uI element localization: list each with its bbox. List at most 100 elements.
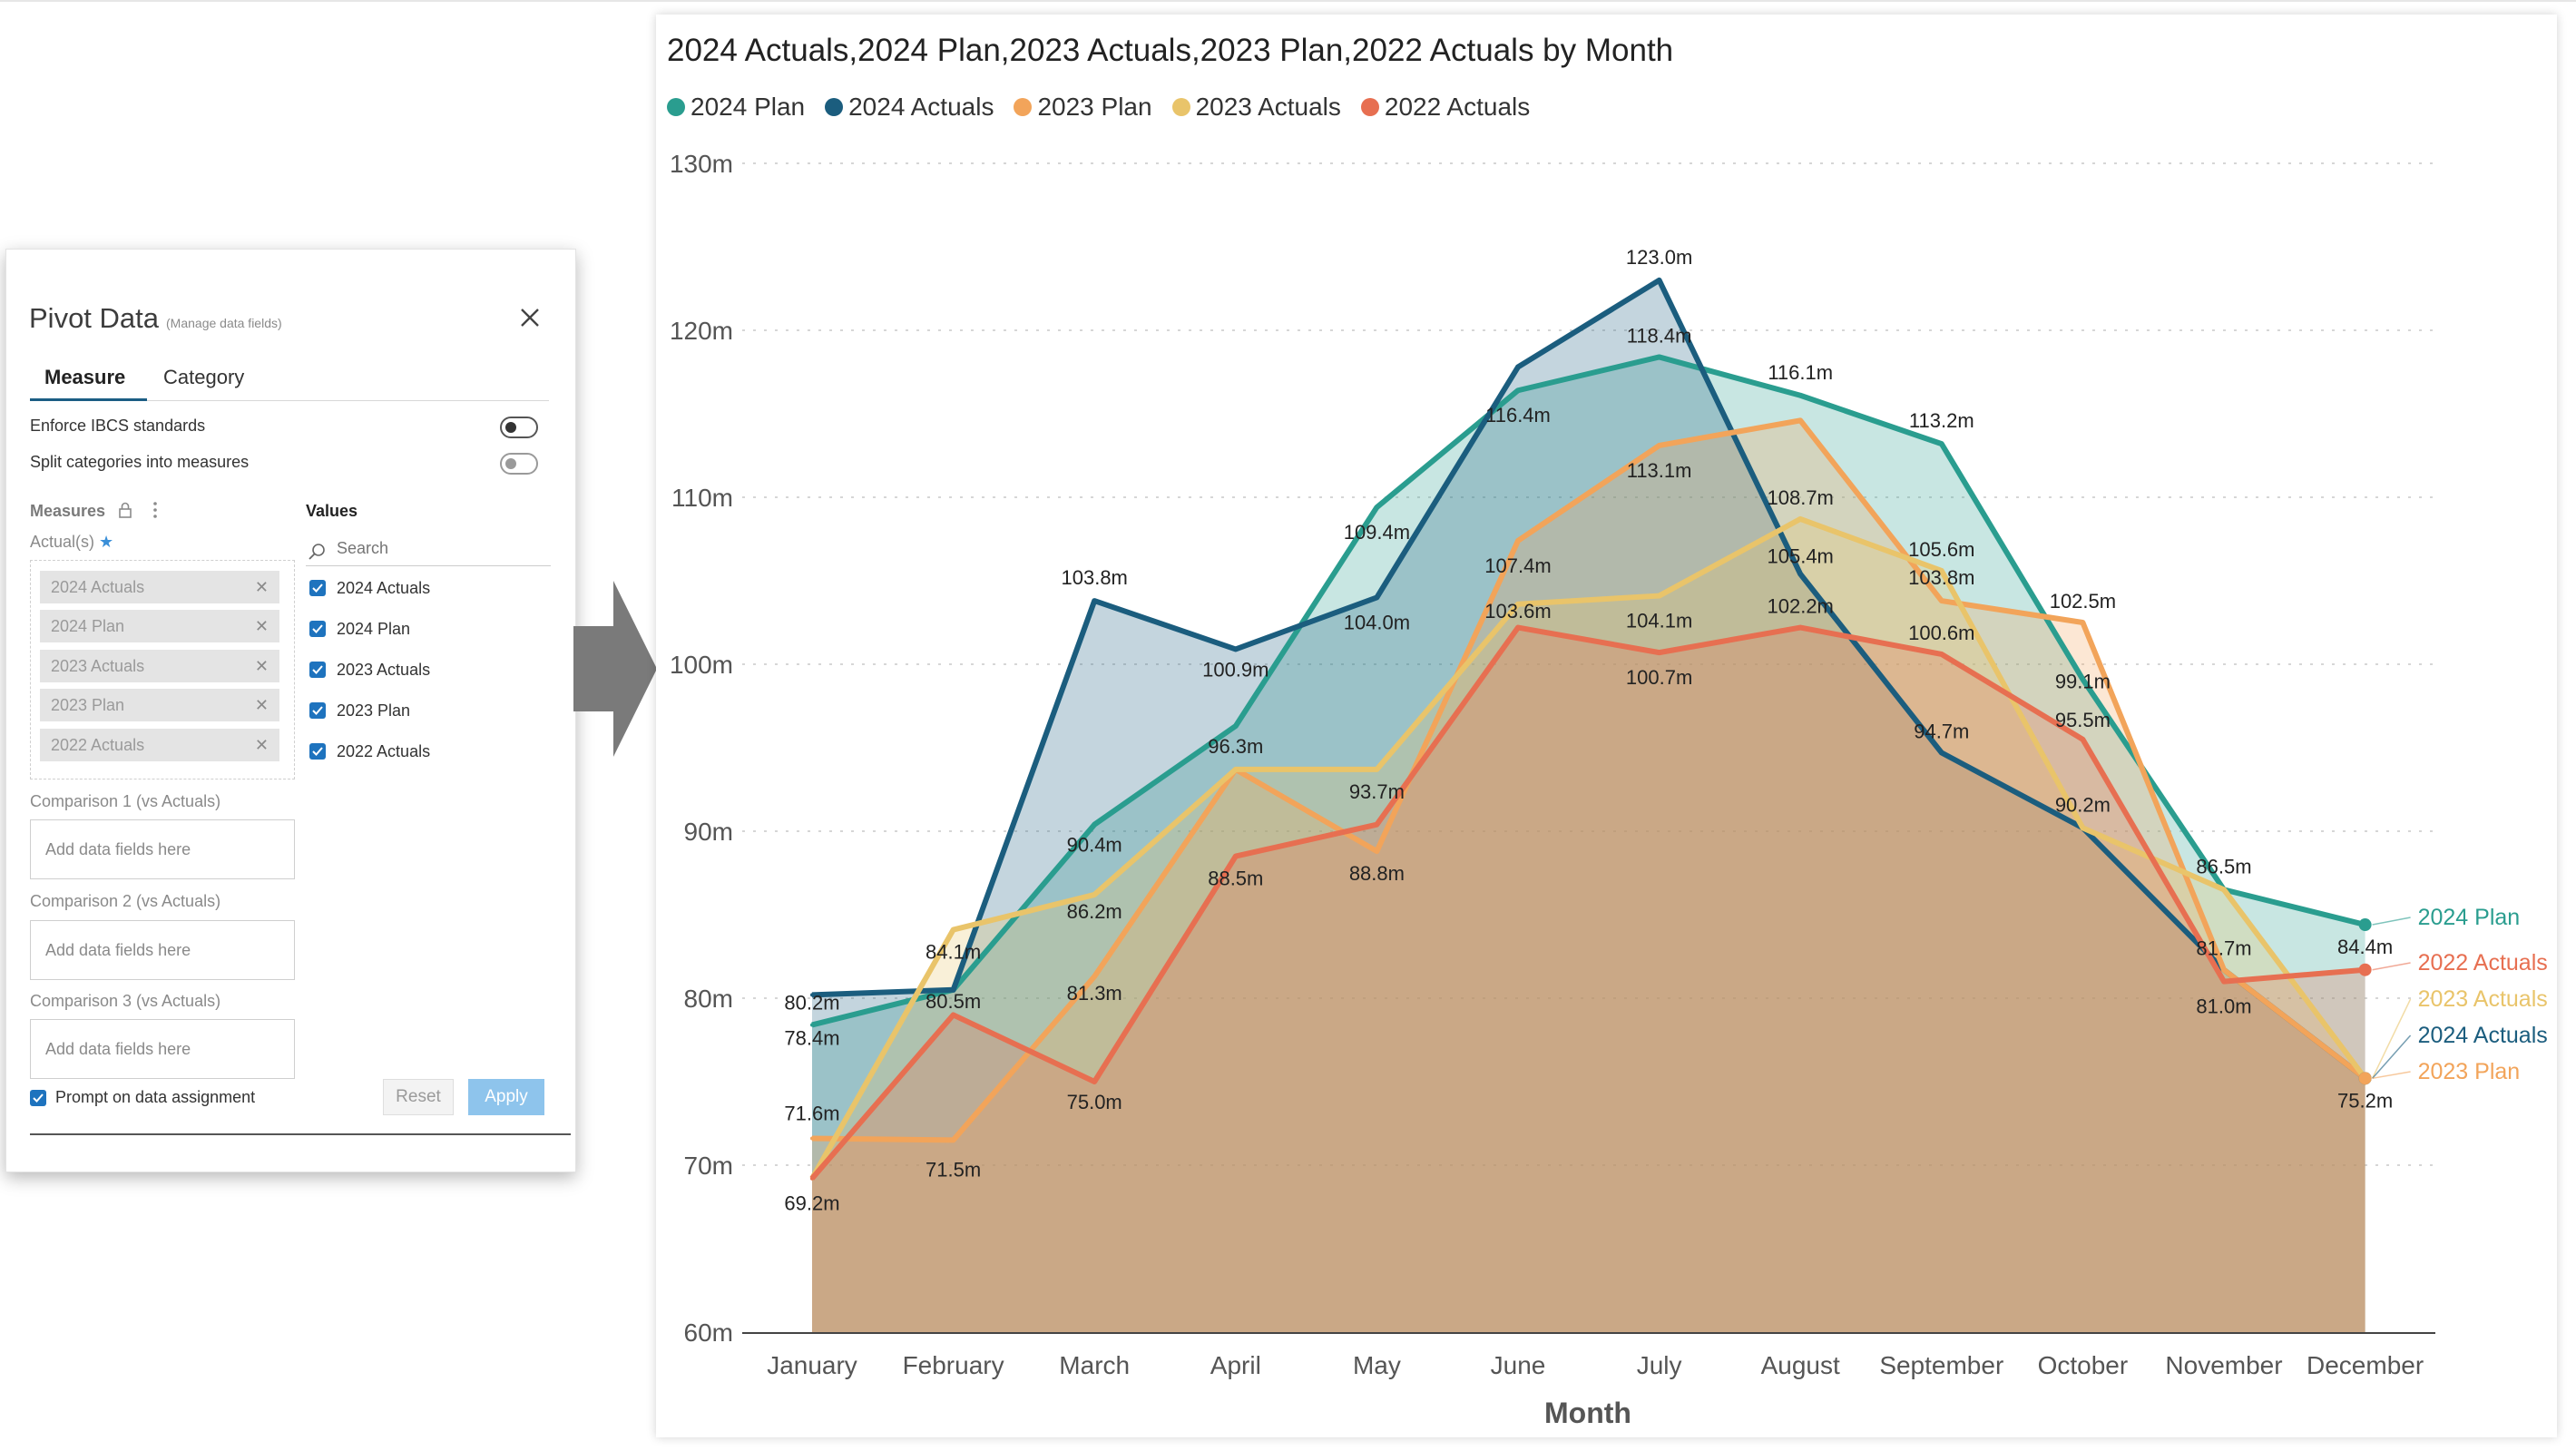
x-tick-label: December: [2307, 1351, 2424, 1379]
comparison-1-label: Comparison 1 (vs Actuals): [30, 792, 221, 810]
data-label: 99.1m: [2055, 671, 2111, 693]
x-tick-label: May: [1353, 1351, 1401, 1379]
panel-title-text: Pivot Data: [29, 302, 160, 334]
legend-label: 2022 Actuals: [1384, 93, 1531, 121]
data-label: 102.5m: [2050, 590, 2116, 613]
series-line[interactable]: [811, 417, 2367, 1143]
remove-icon[interactable]: ✕: [254, 657, 269, 675]
series-line[interactable]: [811, 277, 2367, 1081]
x-tick-label: June: [1491, 1351, 1546, 1379]
chart-title: 2024 Actuals,2024 Plan,2023 Actuals,2023…: [667, 33, 1674, 68]
legend-dot: [1014, 98, 1033, 116]
data-label: 104.0m: [1344, 611, 1410, 633]
comparison-2-drop-zone[interactable]: Add data fields here: [30, 920, 295, 980]
legend-item[interactable]: 2024 Plan: [667, 93, 805, 122]
measure-chip[interactable]: 2022 Actuals ✕: [40, 729, 279, 761]
data-label: 100.7m: [1626, 666, 1692, 689]
series-line[interactable]: [809, 624, 2365, 1181]
data-point: [1798, 393, 1803, 397]
data-point: [1375, 505, 1379, 510]
data-label: 100.9m: [1202, 658, 1268, 681]
measure-chip[interactable]: 2024 Actuals ✕: [40, 571, 279, 603]
data-point: [1939, 652, 1944, 656]
data-label: 95.5m: [2055, 709, 2111, 731]
data-point: [810, 1176, 814, 1181]
x-tick-label: April: [1210, 1351, 1261, 1379]
legend-dot: [667, 98, 685, 116]
split-categories-toggle[interactable]: [500, 453, 538, 475]
value-checkbox[interactable]: [309, 743, 326, 760]
prompt-label: Prompt on data assignment: [55, 1088, 256, 1106]
measure-chip-label: 2022 Actuals: [51, 736, 145, 754]
x-tick-label: November: [2165, 1351, 2282, 1379]
tab-measure[interactable]: Measure: [44, 366, 126, 388]
legend-item[interactable]: 2024 Actuals: [825, 93, 994, 122]
y-tick-label: 60m: [684, 1319, 733, 1347]
y-tick-label: 110m: [671, 484, 733, 512]
comparison-1-drop-zone[interactable]: Add data fields here: [30, 819, 295, 879]
values-heading: Values: [306, 502, 358, 520]
data-point: [1233, 854, 1238, 858]
series-area: [812, 518, 2365, 1332]
value-checkbox[interactable]: [309, 580, 326, 596]
reset-button[interactable]: Reset: [383, 1079, 454, 1115]
data-point: [2222, 967, 2226, 972]
series-line[interactable]: [809, 515, 2368, 1181]
remove-icon[interactable]: ✕: [254, 578, 269, 596]
apply-button[interactable]: Apply: [468, 1079, 544, 1115]
data-point: [951, 1013, 955, 1017]
legend-label: 2023 Plan: [1037, 93, 1152, 121]
y-tick-label: 80m: [684, 985, 733, 1013]
values-search-input[interactable]: [335, 538, 547, 559]
data-label: 75.0m: [1067, 1091, 1122, 1113]
legend-dot: [1360, 98, 1379, 116]
data-point: [951, 1138, 955, 1142]
measure-chip-label: 2024 Actuals: [51, 578, 145, 596]
remove-icon[interactable]: ✕: [254, 617, 269, 635]
series-area: [812, 279, 2365, 1332]
data-label: 105.4m: [1768, 545, 1834, 568]
value-checkbox[interactable]: [309, 662, 326, 678]
x-tick-label: September: [1879, 1351, 2003, 1379]
lock-icon[interactable]: [117, 501, 133, 524]
measure-chip[interactable]: 2023 Plan ✕: [40, 689, 279, 721]
data-label: 104.1m: [1626, 610, 1692, 632]
prompt-checkbox[interactable]: [30, 1090, 46, 1106]
data-label: 118.4m: [1627, 324, 1692, 347]
data-label: 94.7m: [1914, 721, 1969, 743]
remove-icon[interactable]: ✕: [254, 696, 269, 714]
value-label: 2024 Plan: [337, 620, 411, 638]
data-label: 103.8m: [1062, 566, 1128, 589]
end-label: 2023 Actuals: [2418, 986, 2548, 1012]
measure-chip[interactable]: 2024 Plan ✕: [40, 610, 279, 642]
measure-chip[interactable]: 2023 Actuals ✕: [40, 650, 279, 682]
legend-label: 2024 Plan: [691, 93, 806, 121]
close-icon[interactable]: [514, 302, 545, 333]
data-label: 123.0m: [1626, 246, 1692, 269]
end-point: [2358, 963, 2372, 976]
comparison-3-label: Comparison 3 (vs Actuals): [30, 992, 221, 1010]
measure-chip-label: 2024 Plan: [51, 617, 125, 635]
values-search[interactable]: [306, 536, 551, 566]
data-point: [1657, 355, 1661, 359]
chart-legend: 2024 Plan 2024 Actuals 2023 Plan 2023 Ac…: [667, 89, 1530, 125]
legend-item[interactable]: 2022 Actuals: [1360, 93, 1531, 122]
series-line[interactable]: [811, 354, 2366, 1028]
legend-label: 2024 Actuals: [848, 93, 994, 121]
more-options-icon[interactable]: [152, 500, 159, 525]
enforce-ibcs-toggle[interactable]: [500, 417, 538, 438]
value-checkbox[interactable]: [309, 621, 326, 637]
comparison-3-drop-zone[interactable]: Add data fields here: [30, 1019, 295, 1079]
data-point: [1092, 599, 1097, 603]
data-point: [1657, 278, 1661, 282]
value-checkbox[interactable]: [309, 702, 326, 719]
data-label: 113.1m: [1627, 459, 1692, 482]
tab-category[interactable]: Category: [163, 366, 245, 388]
legend-item[interactable]: 2023 Actuals: [1171, 93, 1341, 122]
remove-icon[interactable]: ✕: [254, 736, 269, 754]
legend-item[interactable]: 2023 Plan: [1014, 93, 1152, 122]
actuals-drop-zone[interactable]: 2024 Actuals ✕ 2024 Plan ✕ 2023 Actuals ✕ 2…: [30, 560, 295, 779]
x-tick-label: October: [2038, 1351, 2129, 1379]
data-point: [951, 987, 955, 992]
end-label: 2022 Actuals: [2418, 950, 2548, 976]
